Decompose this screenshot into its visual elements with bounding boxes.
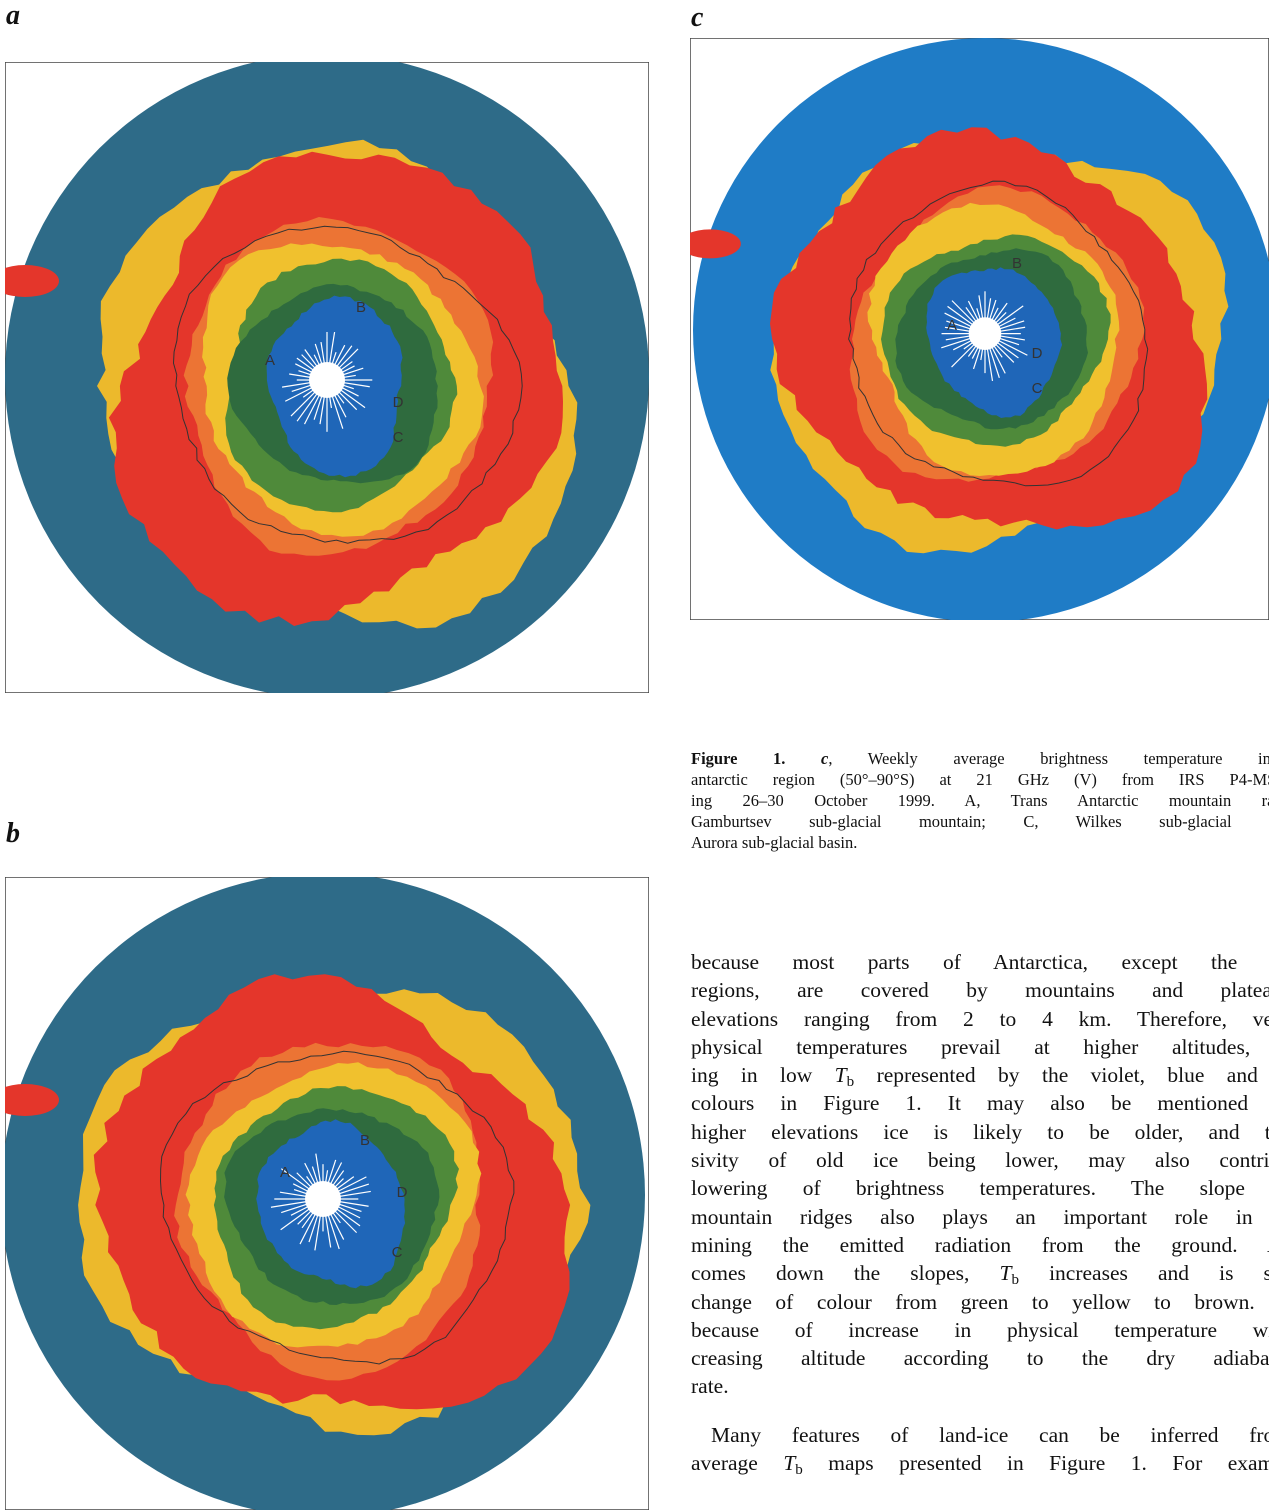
text-line: lowering of brightness temperatures. The… bbox=[691, 1174, 1269, 1202]
caption-line: Aurora sub-glacial basin. bbox=[691, 832, 1269, 853]
map-label: C bbox=[393, 429, 404, 446]
caption-line: antarctic region (50°–90°S) at 21 GHz (V… bbox=[691, 769, 1269, 790]
body-text: because most parts of Antarctica, except… bbox=[691, 948, 1269, 1477]
text: represented by the violet, blue and g bbox=[854, 1063, 1269, 1087]
text: increases and is see bbox=[1019, 1261, 1269, 1285]
text: average bbox=[691, 1451, 783, 1475]
map-label: D bbox=[1032, 345, 1043, 362]
text-line: elevations ranging from 2 to 4 km. There… bbox=[691, 1005, 1269, 1033]
variable: T bbox=[783, 1451, 795, 1475]
map-c: A B D C bbox=[690, 38, 1269, 620]
caption-text: , Weekly average brightness temperature … bbox=[828, 749, 1269, 768]
figure-label: Figure 1. bbox=[691, 749, 785, 768]
text-line: mining the emitted radiation from the gr… bbox=[691, 1231, 1269, 1259]
text-line: average Tb maps presented in Figure 1. F… bbox=[691, 1449, 1269, 1477]
variable: T bbox=[999, 1261, 1011, 1285]
panel-label: b bbox=[6, 818, 20, 850]
text-line: change of colour from green to yellow to… bbox=[691, 1288, 1269, 1316]
paragraph: because most parts of Antarctica, except… bbox=[691, 948, 1269, 1401]
map-b: A B D C bbox=[5, 877, 649, 1510]
map-label: C bbox=[392, 1244, 403, 1261]
text: ing in low bbox=[691, 1063, 835, 1087]
map-label: C bbox=[1032, 380, 1043, 397]
caption-line: Gamburtsev sub-glacial mountain; C, Wilk… bbox=[691, 811, 1269, 832]
text: maps presented in Figure 1. For exampl bbox=[803, 1451, 1269, 1475]
text-line: because most parts of Antarctica, except… bbox=[691, 948, 1269, 976]
text-line: Many features of land-ice can be inferre… bbox=[691, 1421, 1269, 1449]
map-label: B bbox=[1012, 255, 1022, 272]
map-label: B bbox=[356, 299, 366, 316]
map-label: D bbox=[397, 1184, 408, 1201]
caption-line: Figure 1. c, Weekly average brightness t… bbox=[691, 748, 1269, 769]
map-a: A B D C bbox=[5, 62, 649, 693]
panel-label: a bbox=[6, 0, 20, 32]
text-line: sivity of old ice being lower, may also … bbox=[691, 1146, 1269, 1174]
text-line: physical temperatures prevail at higher … bbox=[691, 1033, 1269, 1061]
text-line: comes down the slopes, Tb increases and … bbox=[691, 1259, 1269, 1287]
map-label: A bbox=[947, 317, 957, 334]
text-line: ing in low Tb represented by the violet,… bbox=[691, 1061, 1269, 1089]
text: comes down the slopes, bbox=[691, 1261, 999, 1285]
map-label: D bbox=[393, 394, 404, 411]
text-line: higher elevations ice is likely to be ol… bbox=[691, 1118, 1269, 1146]
text-line: mountain ridges also plays an important … bbox=[691, 1203, 1269, 1231]
map-label: A bbox=[280, 1164, 290, 1181]
text-line: rate. bbox=[691, 1372, 1269, 1400]
text-line: creasing altitude according to the dry a… bbox=[691, 1344, 1269, 1372]
text-line: because of increase in physical temperat… bbox=[691, 1316, 1269, 1344]
paragraph: Many features of land-ice can be inferre… bbox=[691, 1421, 1269, 1478]
caption-line: ing 26–30 October 1999. A, Trans Antarct… bbox=[691, 790, 1269, 811]
subscript: b bbox=[795, 1462, 803, 1478]
page: a b c A B D C A B D C A B D C Figure 1. c, Weekly… bbox=[0, 0, 1269, 1510]
map-label: B bbox=[360, 1132, 370, 1149]
text-line: regions, are covered by mountains and pl… bbox=[691, 976, 1269, 1004]
map-label: A bbox=[265, 352, 275, 369]
caption: Figure 1. c, Weekly average brightness t… bbox=[691, 748, 1269, 853]
subscript: b bbox=[1011, 1272, 1019, 1288]
text-line: colours in Figure 1. It may also be ment… bbox=[691, 1089, 1269, 1117]
panel-label: c bbox=[691, 2, 703, 34]
variable: T bbox=[835, 1063, 847, 1087]
